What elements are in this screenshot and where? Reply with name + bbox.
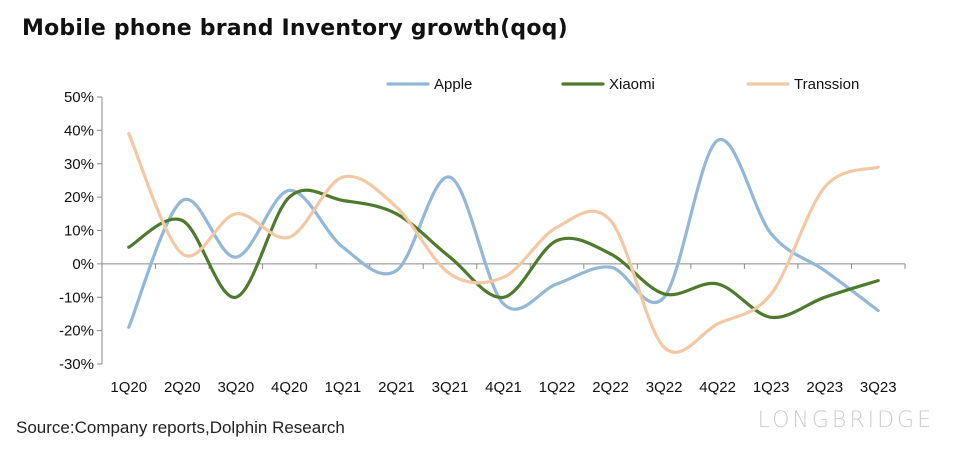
chart-title: Mobile phone brand Inventory growth(qoq)	[22, 16, 568, 41]
legend-label-transsion: Transsion	[794, 76, 859, 93]
y-tick-label: -30%	[59, 356, 94, 373]
x-tick-label: 2Q21	[378, 379, 415, 396]
x-tick-label: 2Q23	[806, 379, 843, 396]
y-tick-labels: 50% 40% 30% 20% 10% 0% -10% -20% -30%	[59, 89, 94, 373]
x-tick-label: 2Q20	[164, 379, 201, 396]
y-tick-label: -10%	[59, 289, 94, 306]
y-tick-label: 0%	[72, 256, 94, 273]
x-tick-label: 4Q22	[699, 379, 736, 396]
y-tick-label: 50%	[64, 89, 94, 106]
legend-label-xiaomi: Xiaomi	[609, 76, 655, 93]
x-tick-label: 1Q21	[325, 379, 362, 396]
x-tick-label: 4Q21	[485, 379, 522, 396]
y-tick-label: 40%	[64, 122, 94, 139]
source-note: Source:Company reports,Dolphin Research	[16, 418, 345, 437]
y-tick-label: -20%	[59, 323, 94, 340]
x-tick-label: 1Q23	[753, 379, 790, 396]
x-tick-label: 3Q21	[432, 379, 469, 396]
series-line-apple	[127, 137, 880, 329]
legend-label-apple: Apple	[434, 76, 472, 93]
series-line-xiaomi	[127, 188, 880, 319]
x-tick-label: 3Q22	[646, 379, 683, 396]
x-tick-label: 1Q22	[539, 379, 576, 396]
x-tick-label: 2Q22	[592, 379, 629, 396]
x-tick-label: 4Q20	[271, 379, 308, 396]
watermark-logo: LONGBRIDGE	[757, 408, 934, 433]
x-tick-label: 3Q20	[217, 379, 254, 396]
legend: Apple Xiaomi Transsion	[386, 76, 859, 93]
y-tick-label: 20%	[64, 189, 94, 206]
series-lines	[127, 132, 880, 354]
x-tick-label: 3Q23	[860, 379, 897, 396]
series-line-transsion	[127, 132, 880, 354]
y-tick-label: 30%	[64, 156, 94, 173]
y-tick-label: 10%	[64, 223, 94, 240]
x-tick-labels: 1Q20 2Q20 3Q20 4Q20 1Q21 2Q21 3Q21 4Q21 1Q22 2Q22…	[110, 379, 896, 396]
x-tick-label: 1Q20	[110, 379, 147, 396]
